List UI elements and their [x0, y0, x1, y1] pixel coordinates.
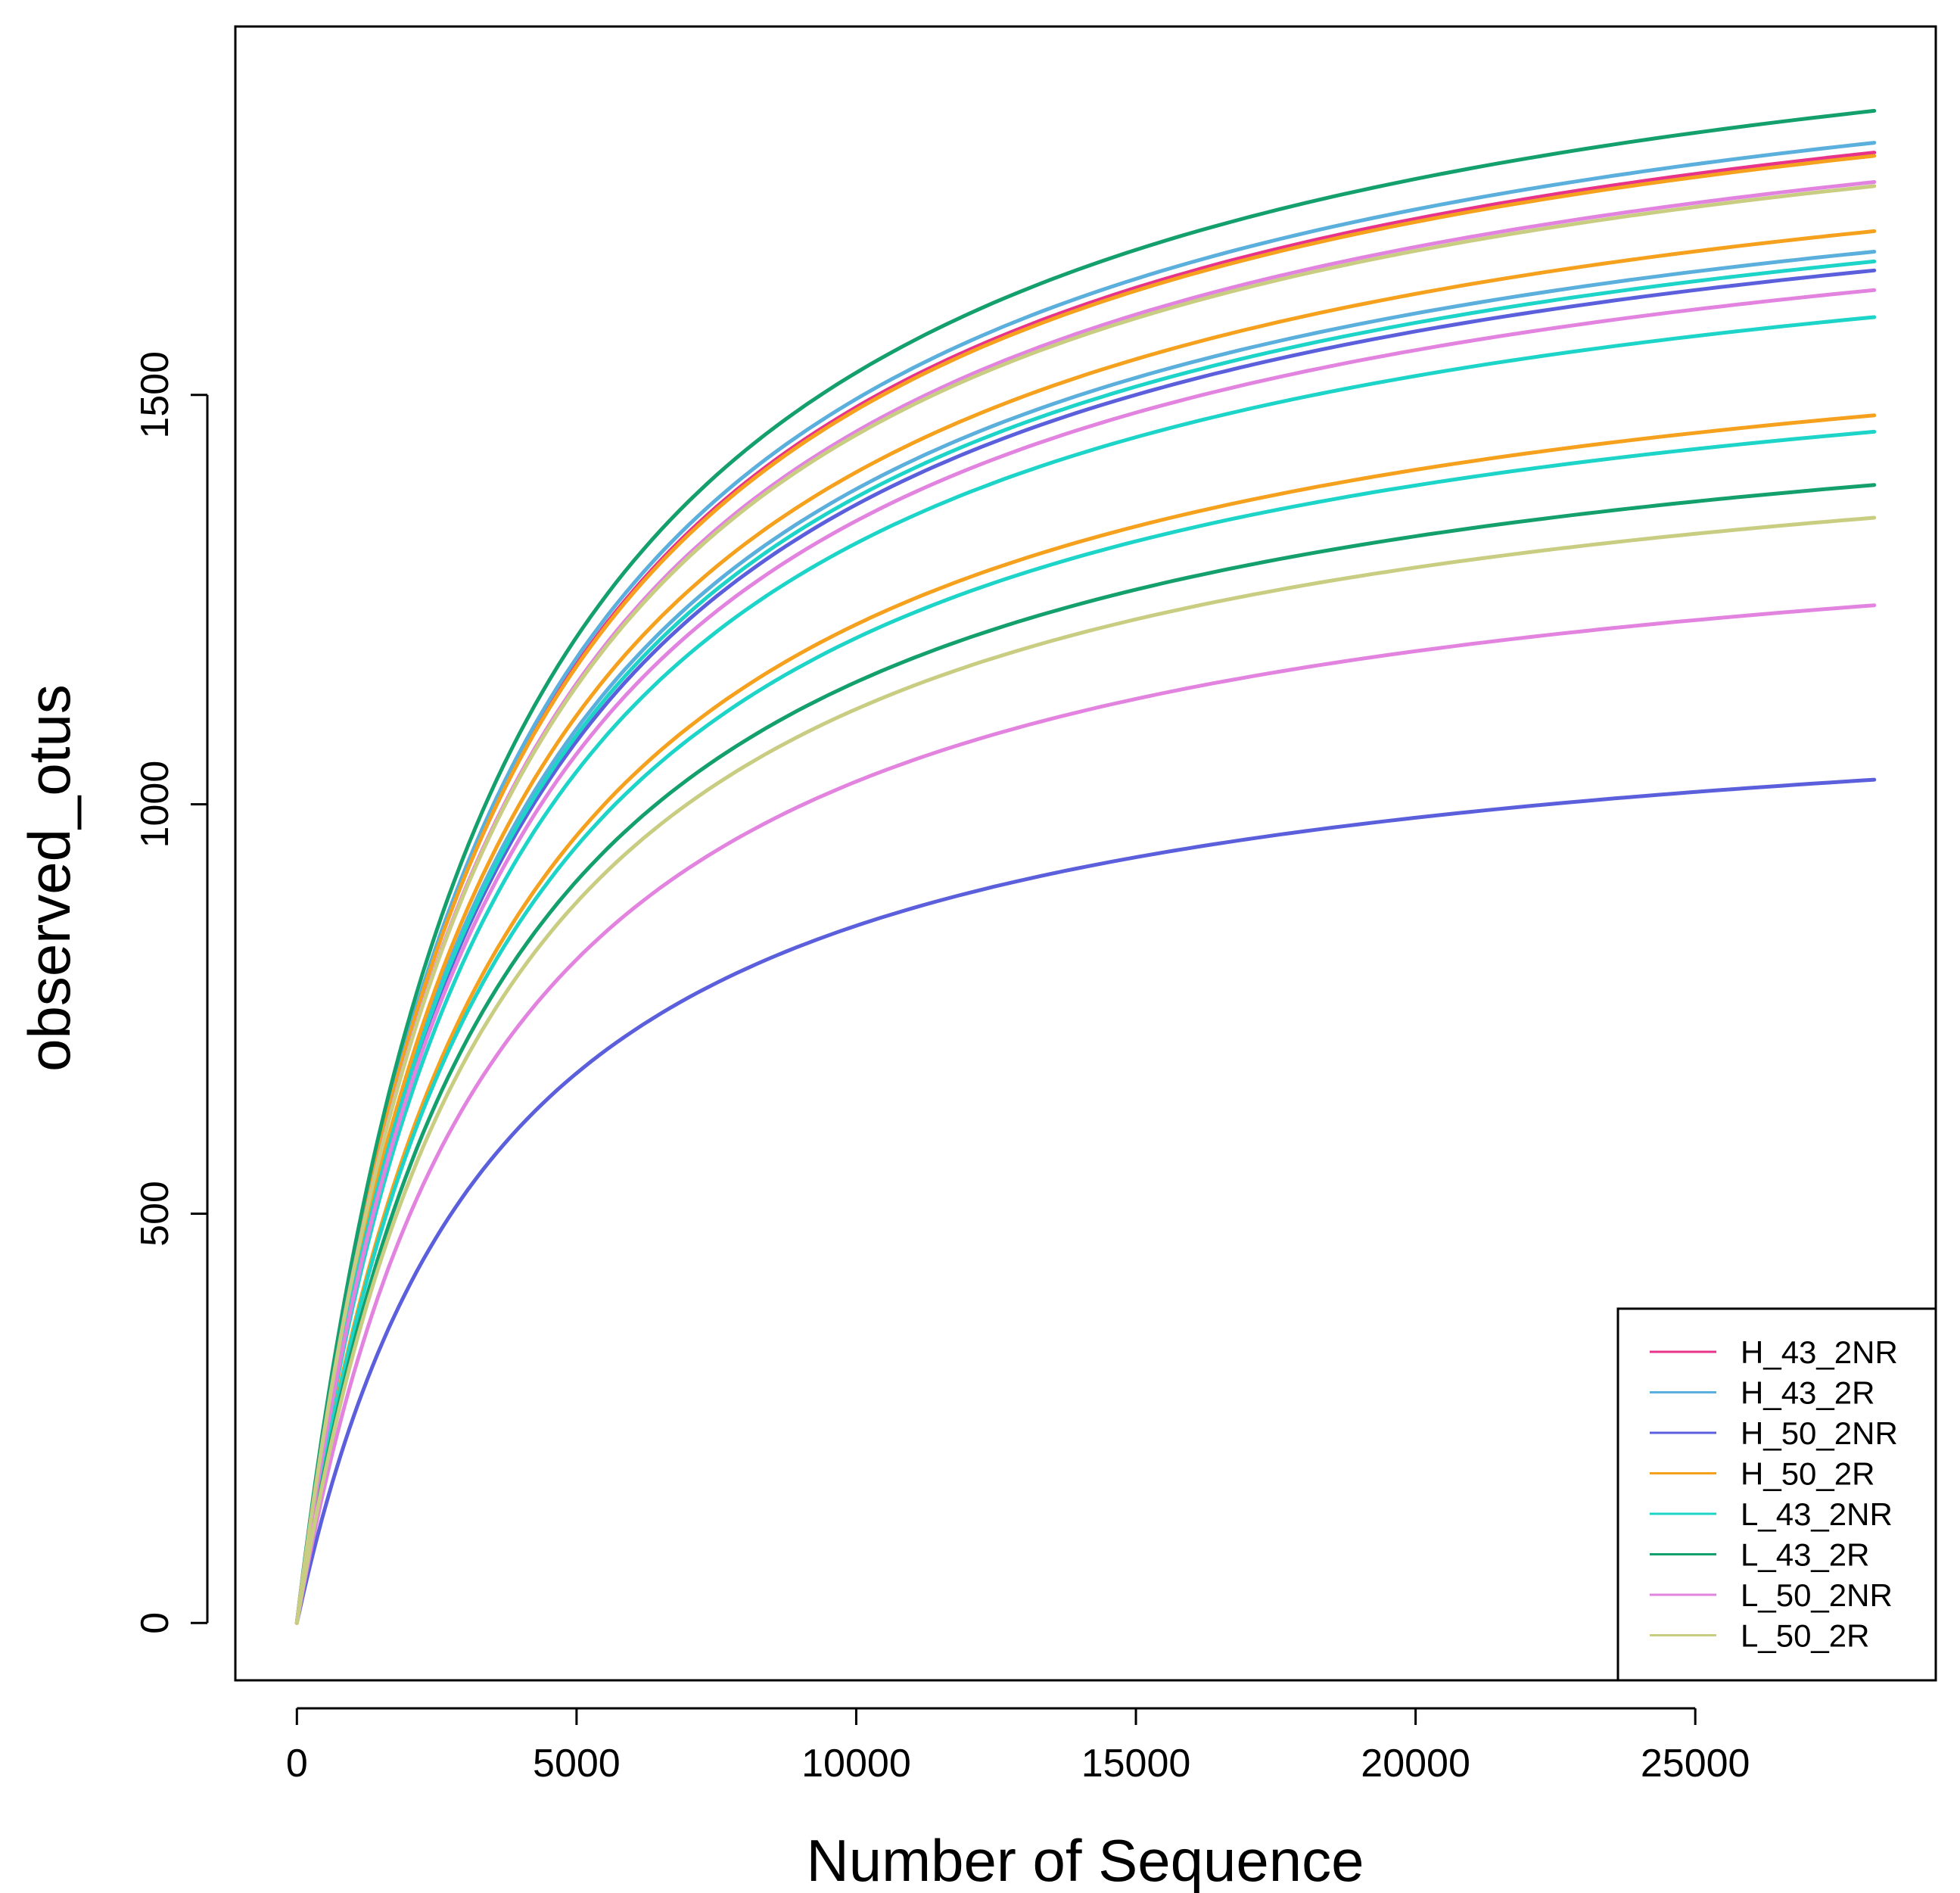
x-axis: 0 5000 10000 15000 20000 25000 — [286, 1707, 1750, 1786]
legend-label: L_50_2R — [1741, 1618, 1869, 1654]
series-line-h-43-2r-2 — [294, 250, 1877, 1625]
legend-box — [1616, 1307, 1937, 1682]
legend: H_43_2NR H_43_2R H_50_2NR H_50_2R L_43_2NR L_… — [1616, 1307, 1937, 1682]
series-line-l-50-2r-17 — [294, 515, 1877, 1625]
series-line-l-50-2nr-14 — [294, 288, 1877, 1625]
x-tick-label: 0 — [286, 1742, 308, 1786]
legend-label: H_43_2R — [1741, 1375, 1874, 1411]
series-line-l-43-2r-12 — [294, 483, 1877, 1625]
x-tick-label: 5000 — [533, 1742, 621, 1786]
x-tick-label: 10000 — [801, 1742, 911, 1786]
series-line-l-50-2r-16 — [294, 184, 1877, 1625]
legend-label: L_43_2R — [1741, 1537, 1869, 1573]
y-tick-label: 1500 — [133, 351, 177, 439]
series-line-h-50-2r-5 — [294, 154, 1877, 1625]
series-line-h-50-2nr-3 — [294, 268, 1877, 1625]
legend-label: H_50_2R — [1741, 1456, 1874, 1492]
legend-label: H_43_2NR — [1741, 1334, 1898, 1370]
y-axis-title: observed_otus — [16, 684, 82, 1072]
series-line-l-43-2r-11 — [294, 108, 1877, 1625]
series-line-l-43-2nr-10 — [294, 429, 1877, 1625]
x-axis-title: Number of Sequence — [806, 1827, 1364, 1893]
x-tick-label: 15000 — [1081, 1742, 1191, 1786]
series-line-h-50-2r-7 — [294, 413, 1877, 1625]
legend-label: H_50_2NR — [1741, 1415, 1898, 1451]
y-axis: 0 500 1000 1500 — [133, 351, 209, 1634]
series-line-l-43-2nr-8 — [294, 259, 1877, 1625]
series-line-h-43-2r-1 — [294, 141, 1877, 1625]
series-line-h-50-2r-6 — [294, 229, 1877, 1625]
y-tick-label: 0 — [133, 1612, 177, 1634]
plot-frame — [234, 25, 1937, 1682]
series-line-l-50-2nr-15 — [294, 603, 1877, 1625]
legend-label: L_50_2NR — [1741, 1577, 1893, 1613]
y-tick-label: 1000 — [133, 761, 177, 848]
series-line-l-43-2nr-9 — [294, 315, 1877, 1625]
x-tick-label: 25000 — [1641, 1742, 1750, 1786]
series-line-h-50-2nr-4 — [294, 777, 1877, 1625]
y-tick-label: 500 — [133, 1181, 177, 1247]
x-tick-label: 20000 — [1361, 1742, 1470, 1786]
legend-label: L_43_2NR — [1741, 1496, 1893, 1532]
series-layer — [294, 108, 1877, 1625]
